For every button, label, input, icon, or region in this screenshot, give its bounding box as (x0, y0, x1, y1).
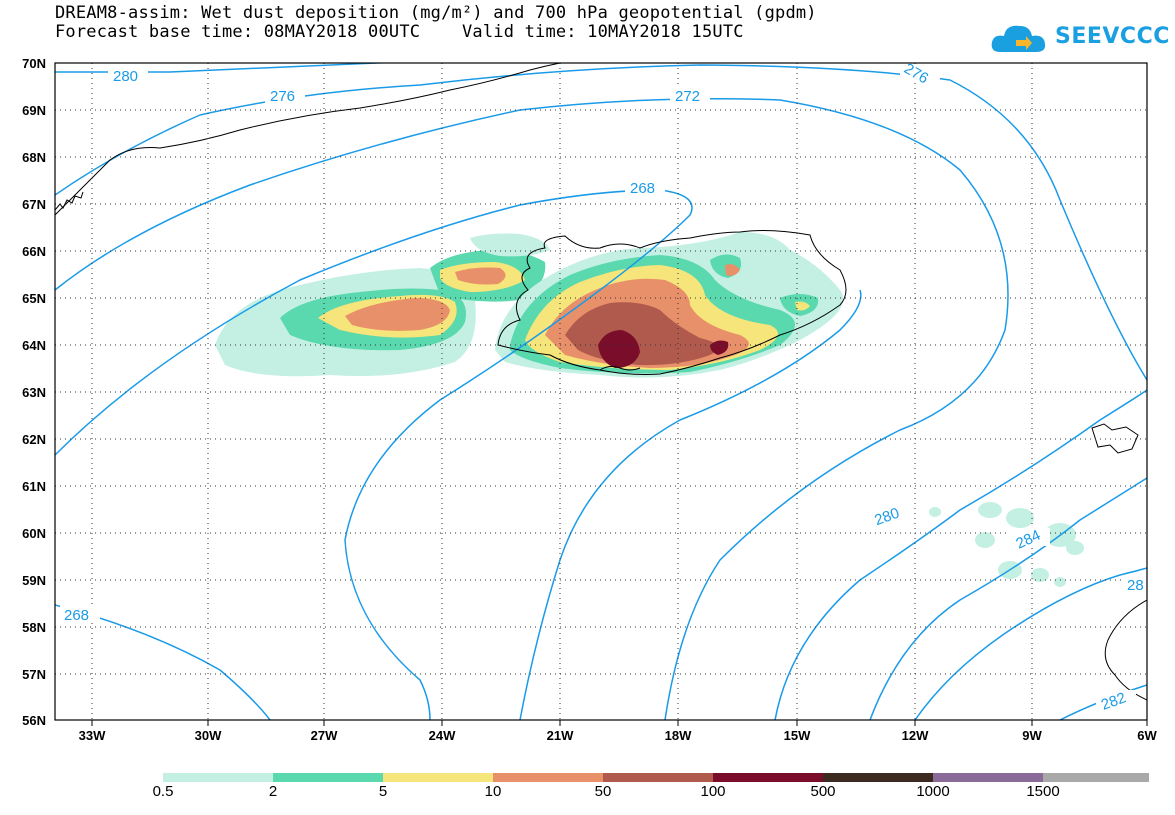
lon-label: 12W (901, 728, 929, 743)
colorbar-label: 100 (700, 783, 726, 800)
colorbar-label: 500 (810, 783, 836, 800)
deposition-orange-west (345, 298, 450, 331)
lon-label: 6W (1137, 728, 1157, 743)
contour-276 (55, 64, 1147, 381)
lat-label: 67N (22, 197, 46, 212)
colorbar-swatch (603, 773, 713, 782)
colorbar-swatch (933, 773, 1043, 782)
lon-label: 15W (783, 728, 811, 743)
iceland-coast (497, 230, 847, 375)
contour-284 (914, 567, 1147, 720)
lon-label: 9W (1022, 728, 1042, 743)
colorbar-swatch (823, 773, 933, 782)
contour-268-south (55, 604, 271, 720)
colorbar-swatch (163, 773, 273, 782)
graticule (55, 63, 1147, 720)
contour-labels: 280 276 272 268 276 268 280 284 28 282 (60, 60, 1147, 714)
lat-label: 70N (22, 56, 46, 71)
colorbar (163, 773, 1149, 782)
colorbar-swatch (493, 773, 603, 782)
colorbar-swatch (383, 773, 493, 782)
contour-label: 28 (1127, 577, 1144, 594)
cloud-icon (990, 18, 1140, 58)
lat-label: 69N (22, 103, 46, 118)
contour-label: 276 (270, 88, 295, 105)
map-title-line2: Forecast base time: 08MAY2018 00UTC Vali… (55, 22, 744, 42)
colorbar-label: 2 (268, 783, 278, 800)
lat-label: 65N (22, 291, 46, 306)
contour-label: 272 (675, 88, 700, 105)
contour-276-south (774, 389, 1147, 720)
lon-label: 27W (310, 728, 338, 743)
lon-label: 30W (194, 728, 222, 743)
lat-label: 66N (22, 244, 46, 259)
map-frame (54, 62, 1148, 721)
lon-label: 24W (428, 728, 456, 743)
lat-label: 59N (22, 573, 46, 588)
colorbar-label: 1000 (916, 783, 950, 800)
colorbar-label: 1500 (1026, 783, 1060, 800)
logo-text: SEEVCCC (1055, 24, 1170, 49)
lon-label: 33W (78, 728, 106, 743)
colorbar-label: 10 (484, 783, 502, 800)
lon-label: 18W (664, 728, 692, 743)
contour-label: 280 (113, 68, 138, 85)
faroe-islands (1091, 423, 1139, 454)
lat-label: 56N (22, 713, 46, 728)
coastlines (55, 63, 1147, 701)
lat-label: 62N (22, 432, 46, 447)
lat-label: 63N (22, 385, 46, 400)
dust-deposition-field (215, 232, 1084, 587)
colorbar-swatch (1043, 773, 1149, 782)
lat-label: 68N (22, 150, 46, 165)
contour-280 (869, 477, 1147, 720)
colorbar-label: 0.5 (152, 783, 174, 800)
lon-label: 21W (546, 728, 574, 743)
deposition-darkred-main (598, 330, 640, 368)
lat-label: 64N (22, 338, 46, 353)
greenland-coast (55, 63, 561, 216)
colorbar-swatch (273, 773, 383, 782)
contour-272 (55, 98, 1009, 720)
contour-272-mid (519, 289, 862, 720)
map-title-line1: DREAM8-assim: Wet dust deposition (mg/m²… (55, 3, 817, 23)
contour-label: 268 (630, 180, 655, 197)
contour-label: 276 (901, 60, 931, 87)
lat-label: 57N (22, 667, 46, 682)
colorbar-label: 5 (378, 783, 388, 800)
geopotential-contours (55, 63, 1147, 720)
lat-label: 61N (22, 479, 46, 494)
lat-label: 58N (22, 620, 46, 635)
contour-280-north (55, 63, 395, 73)
colorbar-label: 50 (594, 783, 612, 800)
contour-268 (55, 189, 693, 720)
scotland-coast (1104, 599, 1147, 701)
contour-label: 268 (64, 607, 89, 624)
lat-label: 60N (22, 526, 46, 541)
colorbar-swatch (713, 773, 823, 782)
